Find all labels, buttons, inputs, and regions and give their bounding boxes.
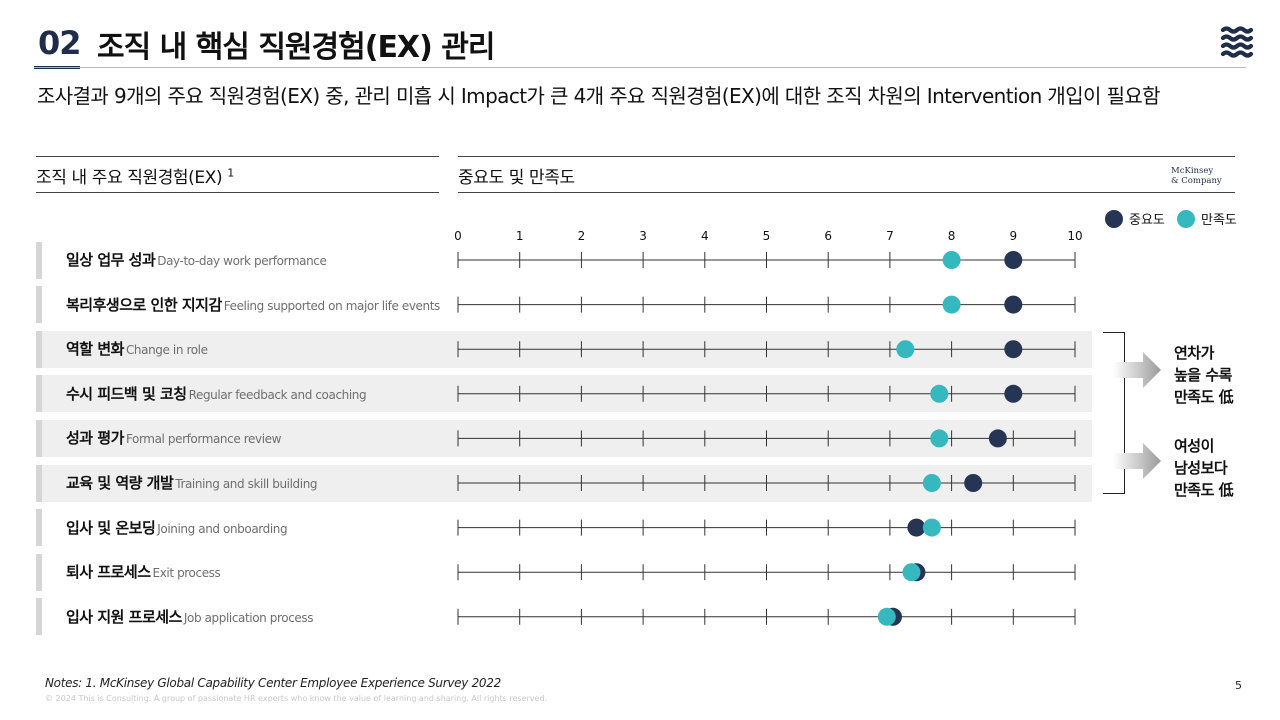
- row-label-ko: 역할 변화: [66, 340, 124, 359]
- satisfaction-point: [902, 563, 921, 582]
- x-tick-label: 1: [516, 229, 524, 243]
- row-label-en: Feeling supported on major life events: [223, 298, 441, 313]
- satisfaction-point: [922, 518, 941, 537]
- satisfaction-point: [942, 251, 961, 269]
- legend-satisfaction-dot: [1177, 209, 1195, 228]
- row-label-en: Joining and onboarding: [157, 521, 288, 536]
- row-label: 퇴사 프로세스 Exit process: [66, 561, 221, 582]
- x-tick-label: 0: [454, 229, 462, 243]
- copyright: © 2024 This is Consulting. A group of pa…: [45, 694, 548, 703]
- row-label-ko: 입사 지원 프로세스: [66, 607, 182, 626]
- right-column-top-rule: [458, 156, 1235, 157]
- row-marker: [36, 375, 42, 413]
- legend-importance-dot: [1105, 209, 1123, 228]
- row-label-en: Formal performance review: [125, 432, 282, 447]
- x-tick-label: 8: [948, 229, 956, 243]
- x-tick-label: 2: [578, 229, 586, 243]
- x-tick-label: 10: [1067, 229, 1082, 243]
- footnote-marker: 1: [227, 166, 234, 180]
- row-marker: [36, 464, 42, 502]
- row-label: 역할 변화 Change in role: [66, 338, 208, 359]
- legend-importance: 중요도: [1105, 209, 1165, 228]
- right-column-bottom-rule: [458, 192, 1235, 193]
- header-divider: [34, 67, 1246, 68]
- row-marker: [36, 509, 42, 547]
- legend-satisfaction: 만족도: [1177, 209, 1237, 228]
- row-marker: [36, 598, 42, 636]
- row-label-ko: 수시 피드백 및 코칭: [66, 384, 187, 403]
- row-label-en: Exit process: [152, 566, 221, 581]
- x-tick-label: 5: [763, 229, 771, 243]
- page-number: 5: [1235, 679, 1242, 692]
- page-title: 조직 내 핵심 직원경험(EX) 관리: [97, 30, 495, 65]
- satisfaction-point: [942, 295, 961, 314]
- row-label: 교육 및 역량 개발 Training and skill building: [66, 472, 318, 493]
- left-column-bottom-rule: [36, 192, 439, 193]
- row-label-ko: 입사 및 온보딩: [66, 518, 156, 537]
- row-label-en: Training and skill building: [175, 477, 318, 491]
- importance-point: [1004, 251, 1023, 269]
- row-label: 일상 업무 성과 Day-to-day work performance: [66, 249, 327, 270]
- waves-logo-icon: [1220, 26, 1254, 58]
- x-tick-label: 3: [639, 229, 647, 243]
- row-marker: [36, 553, 42, 591]
- satisfaction-point: [877, 607, 896, 626]
- row-marker: [36, 419, 42, 457]
- x-tick-label: 9: [1009, 229, 1017, 243]
- row-label: 입사 지원 프로세스 Job application process: [66, 606, 313, 627]
- row-marker: [36, 286, 42, 324]
- row-marker: [36, 330, 42, 368]
- row-label-en: Day-to-day work performance: [157, 254, 327, 268]
- row-label-en: Job application process: [183, 610, 314, 625]
- row-label-en: Change in role: [125, 343, 208, 358]
- annotation-tenure: 연차가 높을 수록 만족도 低: [1174, 344, 1234, 406]
- importance-point: [1004, 295, 1023, 314]
- row-label-en: Regular feedback and coaching: [188, 387, 367, 402]
- annotation-gender: 여성이 남성보다 만족도 低: [1174, 437, 1234, 499]
- importance-point: [907, 518, 926, 537]
- row-label: 수시 피드백 및 코칭 Regular feedback and coaching: [66, 383, 367, 404]
- row-marker: [36, 241, 42, 279]
- importance-point: [907, 563, 926, 582]
- mckinsey-source-logo: McKinsey & Company: [1171, 166, 1222, 186]
- footnote-notes: Notes: 1. McKinsey Global Capability Cen…: [45, 676, 501, 690]
- section-number: 02: [38, 24, 82, 62]
- row-label-ko: 교육 및 역량 개발: [66, 474, 174, 492]
- row-label: 복리후생으로 인한 지지감 Feeling supported on major …: [66, 294, 440, 315]
- group-bracket: [1103, 332, 1125, 494]
- row-label-ko: 성과 평가: [66, 429, 124, 448]
- x-tick-label: 4: [701, 229, 709, 243]
- arrow-right-icon: [1113, 352, 1161, 388]
- row-label: 성과 평가 Formal performance review: [66, 427, 281, 448]
- arrow-right-icon: [1113, 443, 1161, 479]
- left-column-top-rule: [36, 156, 439, 157]
- page-subtitle: 조사결과 9개의 주요 직원경험(EX) 중, 관리 미흡 시 Impact가 …: [37, 84, 1161, 108]
- right-column-heading: 중요도 및 만족도: [458, 168, 575, 188]
- x-tick-label: 6: [824, 229, 832, 243]
- row-label-ko: 복리후생으로 인한 지지감: [66, 295, 222, 314]
- row-label-ko: 일상 업무 성과: [66, 251, 156, 269]
- row-label: 입사 및 온보딩 Joining and onboarding: [66, 517, 288, 538]
- row-label-ko: 퇴사 프로세스: [66, 563, 151, 582]
- x-tick-label: 7: [886, 229, 894, 243]
- importance-point: [883, 607, 902, 626]
- left-column-heading: 조직 내 주요 직원경험(EX) 1: [36, 166, 234, 188]
